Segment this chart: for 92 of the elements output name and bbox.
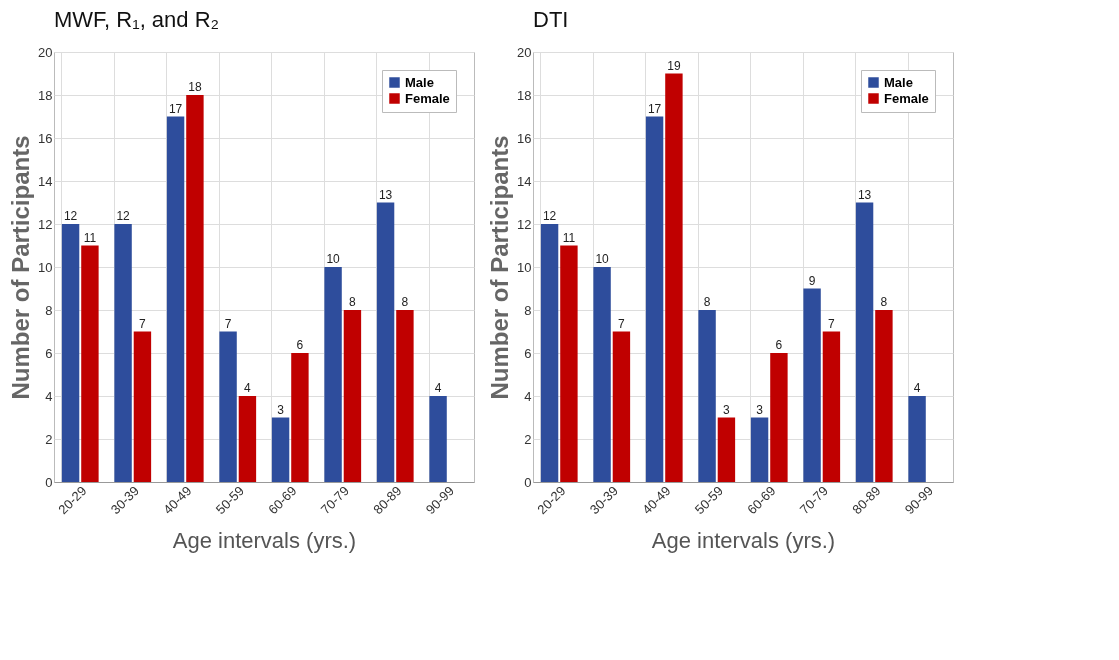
bar — [271, 417, 290, 482]
y-tick-label: 16 — [517, 130, 532, 146]
y-axis-title: Number of Participants — [486, 135, 514, 400]
bar — [750, 417, 769, 482]
bar — [822, 331, 841, 482]
y-axis-title: Number of Participants — [7, 135, 35, 400]
x-axis-title: Age intervals (yrs.) — [651, 528, 836, 554]
y-tick-label: 14 — [517, 173, 532, 189]
data-label: 9 — [808, 273, 816, 288]
bar — [560, 245, 578, 482]
y-tick-label: 6 — [524, 345, 532, 361]
data-label: 7 — [618, 316, 626, 331]
y-tick-label: 16 — [38, 130, 53, 146]
data-label: 17 — [647, 101, 662, 116]
y-tick-label: 8 — [524, 302, 532, 318]
y-tick-label: 0 — [524, 474, 532, 490]
data-label: 7 — [828, 316, 836, 331]
y-tick-label: 10 — [38, 259, 53, 275]
bar — [186, 95, 204, 482]
data-label: 4 — [434, 381, 442, 395]
data-label: 13 — [378, 187, 393, 202]
y-tick-label: 2 — [45, 431, 53, 447]
bar — [770, 353, 788, 482]
data-label: 8 — [401, 295, 409, 309]
data-label: 7 — [139, 316, 147, 331]
bar — [612, 331, 631, 482]
bar — [645, 116, 664, 482]
data-label: 3 — [756, 402, 764, 417]
data-label: 11 — [562, 230, 576, 245]
bar — [908, 396, 926, 482]
data-label: 8 — [703, 295, 711, 309]
bar — [133, 331, 152, 482]
y-tick-label: 20 — [517, 44, 532, 60]
bar — [376, 202, 395, 482]
y-tick-label: 18 — [517, 87, 532, 103]
y-tick-label: 8 — [45, 302, 53, 318]
y-tick-label: 10 — [517, 259, 532, 275]
data-label: 12 — [116, 209, 131, 223]
data-label: 7 — [224, 316, 232, 331]
x-axis-title: Age intervals (yrs.) — [172, 528, 357, 554]
data-label: 6 — [296, 338, 304, 352]
bar — [81, 245, 99, 482]
data-label: 12 — [542, 209, 557, 223]
data-label: 4 — [913, 381, 921, 395]
y-tick-label: 20 — [38, 44, 53, 60]
y-tick-label: 0 — [45, 474, 53, 490]
y-tick-label: 4 — [524, 388, 532, 404]
bar — [665, 73, 683, 482]
legend-label: Male — [884, 74, 913, 90]
y-tick-label: 4 — [45, 388, 53, 404]
data-label: 8 — [880, 295, 888, 309]
legend-label: Female — [884, 90, 929, 106]
data-label: 3 — [277, 402, 285, 417]
bar — [698, 310, 716, 482]
bar — [166, 116, 185, 482]
data-label: 12 — [63, 209, 78, 223]
chart-title: DTI — [533, 7, 569, 32]
legend-label: Female — [405, 90, 450, 106]
data-label: 18 — [188, 80, 202, 94]
bar — [540, 224, 559, 482]
data-label: 6 — [775, 338, 783, 352]
bar — [717, 417, 736, 482]
bar — [875, 310, 893, 482]
y-tick-label: 14 — [38, 173, 53, 189]
bar — [855, 202, 874, 482]
bar — [343, 310, 362, 482]
bar — [114, 224, 132, 482]
data-label: 17 — [168, 101, 183, 116]
data-label: 4 — [244, 381, 252, 395]
bar — [219, 331, 237, 482]
data-label: 19 — [667, 58, 681, 73]
bar — [324, 267, 342, 482]
legend-label: Male — [405, 74, 434, 90]
y-tick-label: 18 — [38, 87, 53, 103]
data-label: 3 — [723, 402, 731, 417]
bar — [61, 224, 80, 482]
data-label: 11 — [83, 230, 97, 245]
y-tick-label: 12 — [517, 216, 532, 232]
bar — [238, 396, 257, 482]
y-tick-label: 2 — [524, 431, 532, 447]
data-label: 13 — [857, 187, 872, 202]
chart-title: MWF, R₁, and R₂ — [54, 7, 220, 32]
bar — [291, 353, 309, 482]
data-label: 10 — [595, 252, 610, 266]
bar — [429, 396, 447, 482]
data-label: 10 — [326, 252, 341, 266]
y-tick-label: 12 — [38, 216, 53, 232]
bar — [396, 310, 414, 482]
bar — [803, 288, 821, 482]
bar — [593, 267, 611, 482]
data-label: 8 — [349, 295, 357, 309]
y-tick-label: 6 — [45, 345, 53, 361]
